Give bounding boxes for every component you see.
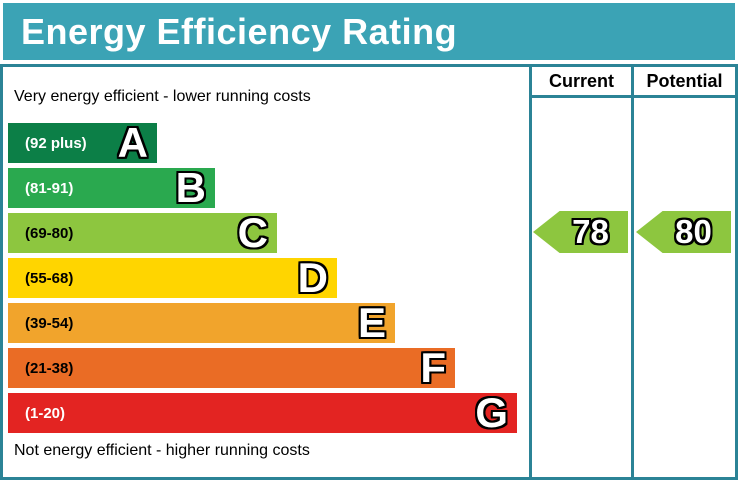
current-column-divider [529, 64, 532, 480]
chart-title: Energy Efficiency Rating [21, 10, 458, 52]
band-a: (92 plus) A [8, 119, 157, 166]
band-range-label: (39-54) [25, 314, 74, 332]
potential-column-header: Potential [646, 71, 723, 91]
bottom-caption: Not energy efficient - higher running co… [14, 442, 310, 459]
current-rating-value: 78 [572, 213, 609, 250]
band-g: (1-20) G [8, 389, 517, 436]
column-header-underline [529, 95, 738, 98]
band-f: (21-38) F [8, 344, 455, 391]
band-letter: D [297, 254, 328, 301]
band-letter: F [420, 344, 446, 391]
band-letter: C [237, 209, 268, 256]
potential-rating-value: 80 [675, 213, 712, 250]
band-letter: G [475, 389, 508, 436]
band-b: (81-91) B [8, 164, 215, 211]
band-letter: B [175, 164, 206, 211]
band-range-label: (55-68) [25, 269, 74, 287]
band-c: (69-80) C [8, 209, 277, 256]
band-e: (39-54) E [8, 299, 395, 346]
current-column-header: Current [548, 71, 614, 91]
band-letter: A [117, 119, 148, 166]
band-range-label: (21-38) [25, 359, 74, 377]
potential-column-divider [631, 64, 634, 480]
band-d: (55-68) D [8, 254, 337, 301]
band-range-label: (92 plus) [25, 134, 87, 152]
top-caption: Very energy efficient - lower running co… [14, 88, 311, 105]
band-range-label: (81-91) [25, 179, 74, 197]
band-range-label: (1-20) [25, 404, 66, 422]
chart-title-bar: Energy Efficiency Rating [3, 3, 735, 60]
band-letter: E [357, 299, 386, 346]
band-range-label: (69-80) [25, 224, 74, 242]
